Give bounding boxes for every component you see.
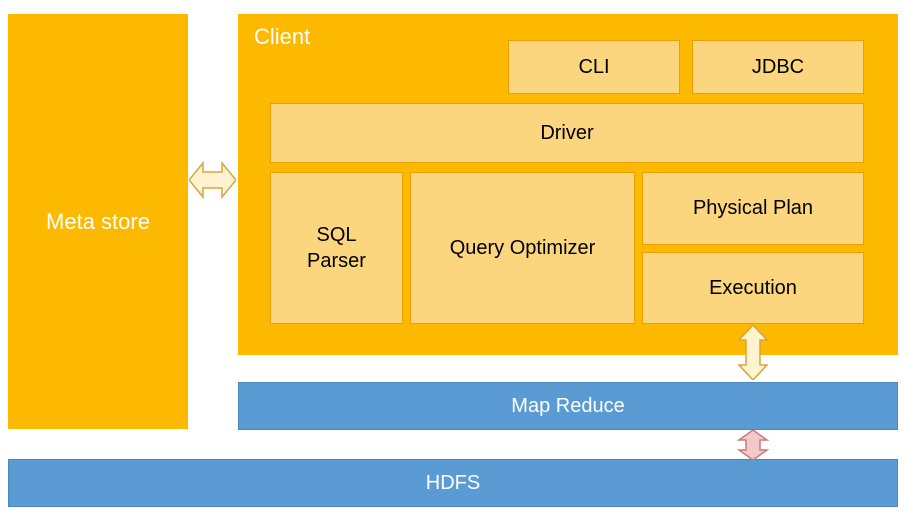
physical-plan-box: Physical Plan: [642, 172, 864, 245]
cli-label: CLI: [578, 56, 609, 79]
map-reduce-box: Map Reduce: [238, 382, 898, 430]
sql-parser-label: SQL Parser: [297, 222, 377, 274]
jdbc-box: JDBC: [692, 40, 864, 94]
query-optimizer-label: Query Optimizer: [450, 237, 596, 260]
arrow-mapreduce-hdfs: [735, 430, 771, 460]
hdfs-box: HDFS: [8, 459, 898, 507]
driver-box: Driver: [270, 103, 864, 163]
query-optimizer-box: Query Optimizer: [410, 172, 635, 324]
meta-store-label: Meta store: [46, 209, 150, 235]
driver-label: Driver: [540, 122, 593, 145]
hdfs-label: HDFS: [426, 472, 480, 495]
arrow-meta-client: [189, 157, 236, 203]
map-reduce-label: Map Reduce: [511, 395, 624, 418]
jdbc-label: JDBC: [752, 56, 804, 79]
client-container-label: Client: [254, 24, 310, 50]
physical-plan-label: Physical Plan: [693, 197, 813, 220]
arrow-execution-mapreduce: [735, 325, 771, 380]
meta-store-box: Meta store: [8, 14, 188, 429]
cli-box: CLI: [508, 40, 680, 94]
sql-parser-box: SQL Parser: [270, 172, 403, 324]
execution-box: Execution: [642, 252, 864, 324]
execution-label: Execution: [709, 277, 797, 300]
